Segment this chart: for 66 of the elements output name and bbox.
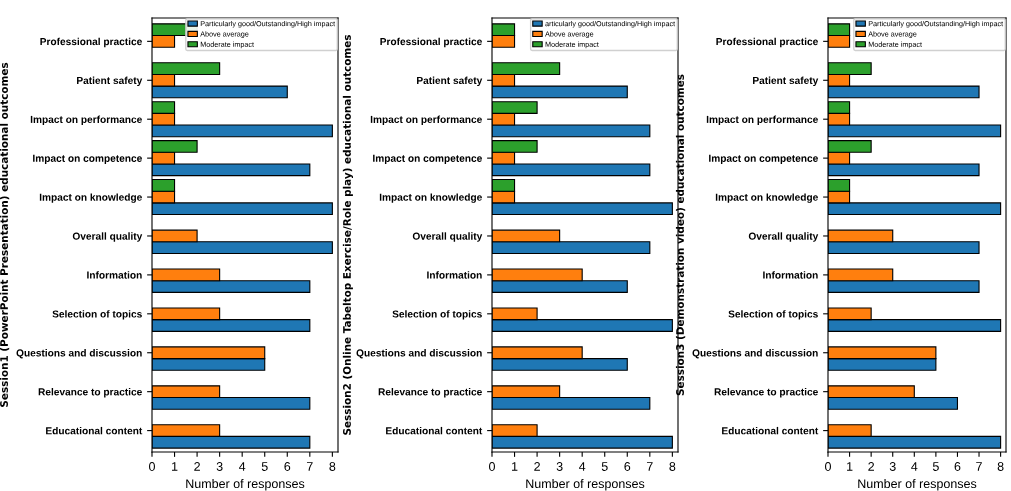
x-tick-label: 0 xyxy=(825,462,831,471)
x-tick-label: 4 xyxy=(911,462,918,471)
x-tick-label: 1 xyxy=(512,462,518,471)
y-tick-label: Educational content xyxy=(722,426,819,435)
x-axis-title: Number of responses xyxy=(858,478,977,491)
y-tick-label: Information xyxy=(87,271,142,279)
x-tick-label: 3 xyxy=(889,462,896,471)
x-tick-label: 6 xyxy=(954,462,961,471)
y-tick-label: Impact on competence xyxy=(33,154,142,164)
x-tick-label: 8 xyxy=(329,462,336,471)
x-tick-label: 0 xyxy=(489,462,495,471)
y-axis-title: Session1 (PowerPoint Presentation) educational outcomes xyxy=(0,62,10,407)
y-tick-label: Information xyxy=(763,271,818,279)
y-axis-title: Session2 (Online Tabeltop Exercise/Role play) educational outcomes xyxy=(342,34,353,435)
y-tick-label: Professional practice xyxy=(716,37,818,48)
x-tick-label: 1 xyxy=(172,462,178,471)
y-tick-label: Impact on competence xyxy=(373,154,482,164)
y-tick-label: Relevance to practice xyxy=(378,387,482,398)
y-tick-label: Professional practice xyxy=(40,37,142,48)
y-tick-label: Educational content xyxy=(386,426,483,435)
x-tick-label: 8 xyxy=(997,462,1004,471)
y-tick-label: Impact on knowledge xyxy=(39,193,142,203)
y-tick-label: Selection of topics xyxy=(392,310,482,320)
x-tick-label: 2 xyxy=(194,462,200,471)
y-tick-label: Impact on performance xyxy=(30,115,142,125)
y-tick-label: Professional practice xyxy=(380,37,482,48)
y-tick-label: Impact on performance xyxy=(370,115,482,125)
y-tick-label: Relevance to practice xyxy=(714,387,818,398)
x-tick-label: 5 xyxy=(601,462,608,471)
x-tick-label: 7 xyxy=(976,462,982,471)
y-tick-label: Selection of topics xyxy=(728,310,818,320)
y-tick-label: Questions and discussion xyxy=(692,349,818,359)
x-tick-label: 7 xyxy=(646,462,653,471)
x-tick-label: 2 xyxy=(868,462,874,471)
y-tick-label: Questions and discussion xyxy=(16,349,142,359)
x-tick-label: 4 xyxy=(238,462,246,471)
x-tick-label: 3 xyxy=(216,462,223,471)
y-tick-label: Relevance to practice xyxy=(38,387,142,398)
y-tick-label: Educational content xyxy=(46,426,143,435)
y-tick-label: Overall quality xyxy=(748,232,819,242)
x-tick-label: 6 xyxy=(624,462,631,471)
x-tick-label: 5 xyxy=(932,462,939,471)
x-tick-label: 8 xyxy=(669,462,676,471)
x-axis-title: Number of responses xyxy=(526,478,645,491)
y-tick-label: Questions and discussion xyxy=(356,349,482,359)
y-tick-label: Impact on knowledge xyxy=(379,193,482,203)
x-tick-label: 1 xyxy=(847,462,853,471)
x-tick-label: 7 xyxy=(306,462,313,471)
y-tick-label: Patient safety xyxy=(77,76,143,87)
y-tick-label: Patient safety xyxy=(753,76,819,87)
y-tick-label: Impact on performance xyxy=(706,115,818,125)
y-tick-label: Patient safety xyxy=(417,76,483,87)
x-tick-label: 5 xyxy=(261,462,268,471)
x-tick-label: 2 xyxy=(534,462,540,471)
x-tick-label: 3 xyxy=(556,462,563,471)
y-axis-title: Session3 (Demonstration video) educational outcomes xyxy=(675,74,686,396)
y-tick-label: Impact on knowledge xyxy=(715,193,818,203)
x-axis-title: Number of responses xyxy=(186,478,305,491)
x-tick-label: 0 xyxy=(149,462,155,471)
y-tick-label: Information xyxy=(427,271,482,279)
y-tick-label: Selection of topics xyxy=(52,310,142,320)
y-tick-label: Impact on competence xyxy=(709,154,818,164)
y-tick-label: Overall quality xyxy=(412,232,483,242)
x-tick-label: 6 xyxy=(284,462,291,471)
y-tick-label: Overall quality xyxy=(72,232,143,242)
x-tick-label: 4 xyxy=(578,462,586,471)
